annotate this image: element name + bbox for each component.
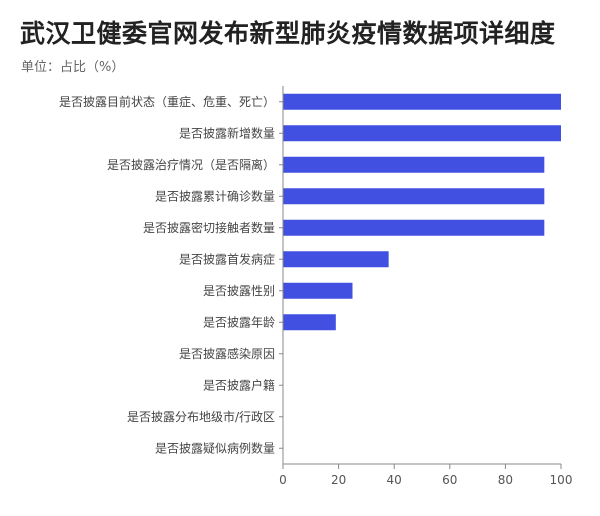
category-label: 是否披露分布地级市/行政区: [127, 409, 275, 424]
category-label: 是否披露疑似病例数量: [155, 440, 275, 455]
category-label: 是否披露密切接触者数量: [143, 220, 275, 235]
category-label: 是否披露治疗情况（是否隔离）: [107, 157, 275, 172]
bar: [283, 219, 545, 236]
bar: [283, 251, 389, 268]
bar: [283, 156, 545, 173]
x-tick-label: 100: [550, 473, 573, 487]
x-tick-label: 60: [442, 473, 457, 487]
bar: [283, 188, 545, 205]
category-label: 是否披露新增数量: [179, 125, 275, 140]
bar: [283, 93, 561, 110]
chart-title: 武汉卫健委官网发布新型肺炎疫情数据项详细度: [20, 19, 556, 48]
category-label: 是否披露户籍: [203, 377, 275, 392]
x-tick-label: 40: [387, 473, 402, 487]
category-label: 是否披露目前状态（重症、危重、死亡）: [59, 94, 275, 109]
category-label: 是否披露性别: [203, 284, 275, 298]
chart-subtitle: 单位：占比（%）: [21, 60, 125, 75]
x-tick-label: 20: [331, 473, 346, 487]
bar: [283, 282, 353, 299]
category-label: 是否披露累计确诊数量: [155, 188, 275, 203]
category-label: 是否披露年龄: [203, 315, 275, 329]
bar: [283, 125, 561, 142]
x-tick-label: 80: [498, 473, 513, 487]
category-label: 是否披露首发病症: [179, 251, 275, 266]
category-label: 是否披露感染原因: [179, 346, 275, 361]
bar: [283, 314, 336, 331]
x-tick-label: 0: [279, 473, 287, 487]
